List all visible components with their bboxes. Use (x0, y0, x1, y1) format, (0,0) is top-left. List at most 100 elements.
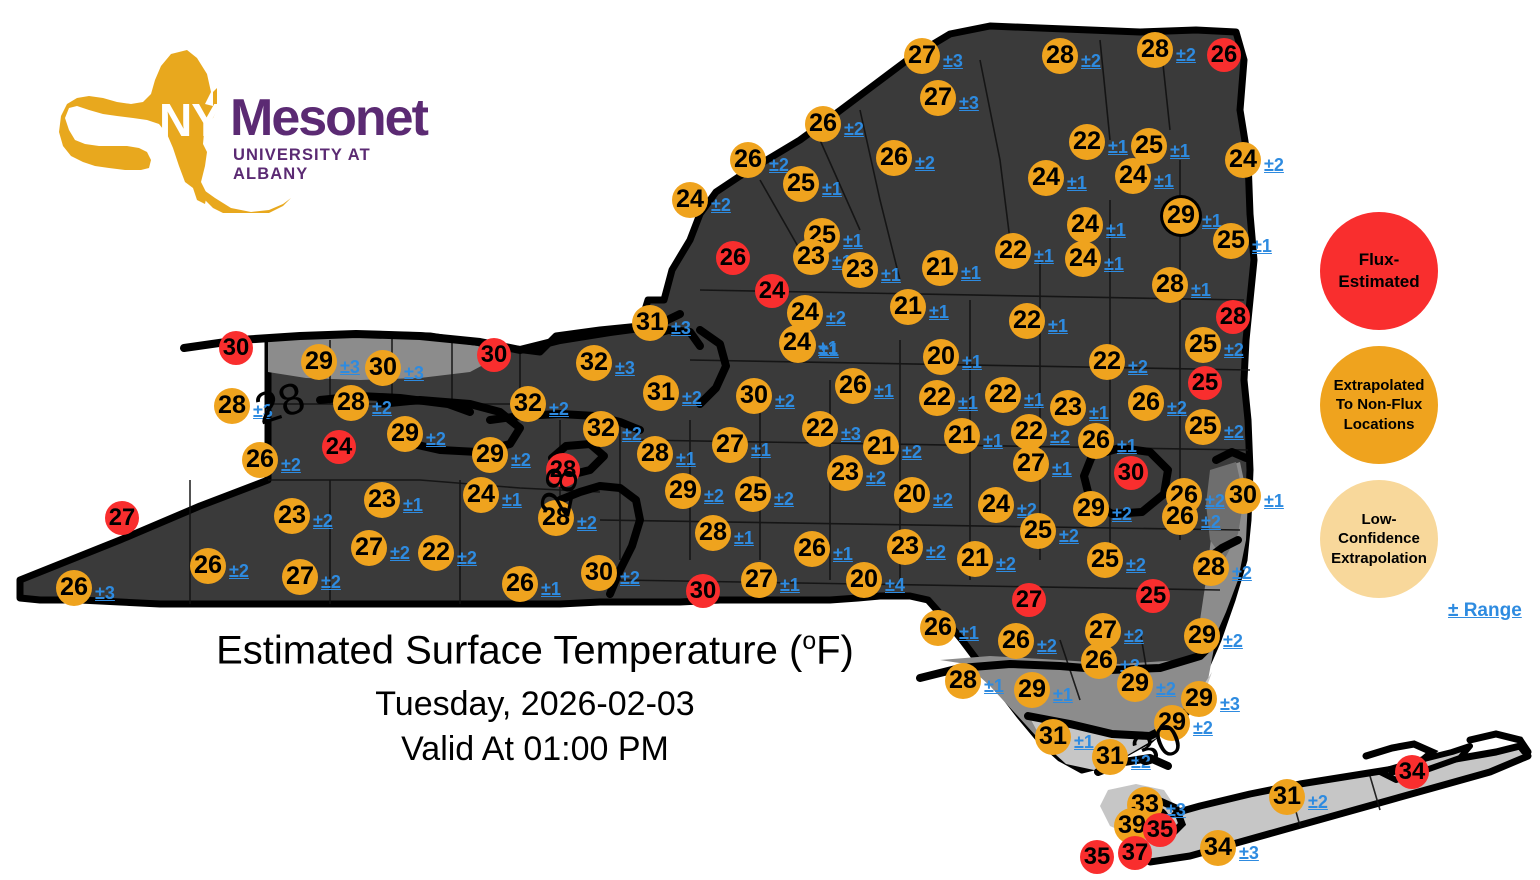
station-marker[interactable]: 22 ±1 (985, 377, 1044, 413)
station-marker[interactable]: 21 ±1 (944, 418, 1003, 454)
station-marker[interactable]: 24 ±2 (978, 487, 1037, 523)
station-marker[interactable]: 37 (1118, 836, 1152, 870)
station-marker[interactable]: 34 ±3 (1200, 830, 1259, 866)
station-marker[interactable]: 26 ±1 (502, 566, 561, 602)
station-marker[interactable]: 22 ±2 (418, 535, 477, 571)
station-marker[interactable]: 23 ±2 (887, 529, 946, 565)
station-marker[interactable]: 29 ±2 (1117, 666, 1176, 702)
station-marker[interactable]: 21 ±1 (922, 250, 981, 286)
station-marker[interactable]: 29 ±1 (1163, 198, 1222, 234)
station-marker[interactable]: 31 ±2 (1269, 779, 1328, 815)
station-marker[interactable]: 26±2 (998, 623, 1057, 659)
station-marker[interactable]: 29 ±2 (387, 416, 446, 452)
station-marker[interactable]: 26 ±1 (835, 368, 894, 404)
station-marker[interactable]: 23 ±1 (793, 239, 852, 275)
station-marker[interactable]: 24±1 (1067, 207, 1126, 243)
station-marker[interactable]: 24±1 (463, 477, 522, 513)
station-marker[interactable]: 29 ±2 (665, 473, 724, 509)
station-marker[interactable]: 28 (1216, 300, 1250, 334)
station-marker[interactable]: 22 ±1 (1009, 303, 1068, 339)
station-marker[interactable]: 26 ±1 (1078, 423, 1137, 459)
station-marker[interactable]: 31 ±2 (643, 375, 702, 411)
station-marker[interactable]: 29 ±2 (1184, 618, 1243, 654)
station-marker[interactable]: 29 ±2 (472, 437, 531, 473)
station-marker[interactable]: 28 ±3 (214, 388, 273, 424)
station-marker[interactable]: 30 ±3 (365, 350, 424, 386)
station-marker[interactable]: 25 ±1 (783, 166, 842, 202)
station-marker[interactable]: 24 ±2 (1225, 142, 1284, 178)
station-marker[interactable]: 34 (1395, 755, 1429, 789)
station-marker[interactable]: 28 (546, 453, 580, 487)
station-marker[interactable]: 31 ±3 (632, 305, 691, 341)
station-marker[interactable]: 30 ±2 (581, 555, 640, 591)
station-marker[interactable]: 35 (1143, 813, 1177, 847)
station-marker[interactable]: 22 ±1 (1069, 124, 1128, 160)
station-marker[interactable]: 28 ±1 (695, 515, 754, 551)
station-marker[interactable]: 26 ±1 (794, 531, 853, 567)
station-marker[interactable]: 26±2 (730, 142, 789, 178)
station-marker[interactable]: 25 ±2 (1185, 409, 1244, 445)
station-marker[interactable]: 23 ±1 (842, 252, 901, 288)
station-marker[interactable]: 20 ±2 (894, 477, 953, 513)
station-marker[interactable]: 25 ±1 (1213, 223, 1272, 259)
station-marker[interactable]: 23 ±1 (364, 482, 423, 518)
station-marker[interactable]: 28 ±2 (1193, 550, 1252, 586)
station-marker[interactable]: 24 (755, 274, 789, 308)
station-marker[interactable]: 25 ±2 (1087, 542, 1146, 578)
station-marker[interactable]: 26 ±1 (920, 610, 979, 646)
station-marker[interactable]: 27 ±3 (920, 80, 979, 116)
station-marker[interactable]: 26 (716, 241, 750, 275)
station-marker[interactable]: 32 ±2 (583, 411, 642, 447)
station-marker[interactable]: 29 ±2 (1073, 491, 1132, 527)
station-marker[interactable]: 27 ±2 (351, 530, 410, 566)
station-marker[interactable]: 23 ±1 (1050, 390, 1109, 426)
station-marker[interactable]: 21 ±2 (863, 429, 922, 465)
station-marker[interactable]: 22 ±1 (919, 380, 978, 416)
station-marker[interactable]: 21 ±1 (890, 289, 949, 325)
station-marker[interactable]: 28 ±1 (637, 436, 696, 472)
station-marker[interactable]: 29 ±1 (1014, 672, 1073, 708)
station-marker[interactable]: 29 ±3 (1181, 681, 1240, 717)
station-marker[interactable]: 24 (322, 430, 356, 464)
station-marker[interactable]: 26±2 (1162, 499, 1221, 535)
station-marker[interactable]: 28 ±2 (333, 385, 392, 421)
station-marker[interactable]: 22 ±2 (1089, 344, 1148, 380)
station-marker[interactable]: 27 (1012, 583, 1046, 617)
station-marker[interactable]: 24±1 (1115, 158, 1174, 194)
station-marker[interactable]: 20 ±4 (846, 562, 905, 598)
station-marker[interactable]: 25 ±2 (735, 476, 794, 512)
station-marker[interactable]: 26±2 (1128, 385, 1187, 421)
station-marker[interactable]: 25 (1136, 579, 1170, 613)
station-marker[interactable]: 26±2 (190, 548, 249, 584)
station-marker[interactable]: 27 ±1 (1013, 446, 1072, 482)
station-marker[interactable]: 27 ±2 (1085, 613, 1144, 649)
station-marker[interactable]: 26±2 (242, 442, 301, 478)
station-marker[interactable]: 24±1 (1028, 160, 1087, 196)
station-marker[interactable]: 23 ±2 (274, 498, 333, 534)
station-marker[interactable]: 22 ±2 (1011, 414, 1070, 450)
station-marker[interactable]: 30 (1114, 456, 1148, 490)
station-marker[interactable]: 27 ±3 (904, 38, 963, 74)
station-marker[interactable]: 27 (105, 501, 139, 535)
station-marker[interactable]: 35 (1080, 840, 1114, 874)
station-marker[interactable]: 21 ±2 (957, 541, 1016, 577)
station-marker[interactable]: 30 (219, 331, 253, 365)
station-marker[interactable]: 30 ±2 (736, 378, 795, 414)
station-marker[interactable]: 26±2 (1081, 643, 1140, 679)
station-marker[interactable]: 20 ±1 (923, 339, 982, 375)
station-marker[interactable]: 26±2 (876, 140, 935, 176)
station-marker[interactable]: 32 ±2 (510, 386, 569, 422)
station-marker[interactable]: 22 ±3 (802, 411, 861, 447)
station-marker[interactable]: 26±2 (805, 106, 864, 142)
station-marker[interactable]: 23 ±2 (827, 455, 886, 491)
station-marker[interactable]: 27 ±2 (282, 559, 341, 595)
station-marker[interactable]: 29 ±2 (1154, 705, 1213, 741)
station-marker[interactable]: 25 ±2 (1020, 513, 1079, 549)
station-marker[interactable]: 28 ±2 (1137, 32, 1196, 68)
station-marker[interactable]: 22 ±1 (995, 233, 1054, 269)
station-marker[interactable]: 24±1 (779, 325, 838, 361)
station-marker[interactable]: 27 ±1 (741, 562, 800, 598)
station-marker[interactable]: 32 ±3 (576, 345, 635, 381)
station-marker[interactable]: 25 (1188, 366, 1222, 400)
station-marker[interactable]: 30 ±1 (1225, 478, 1284, 514)
